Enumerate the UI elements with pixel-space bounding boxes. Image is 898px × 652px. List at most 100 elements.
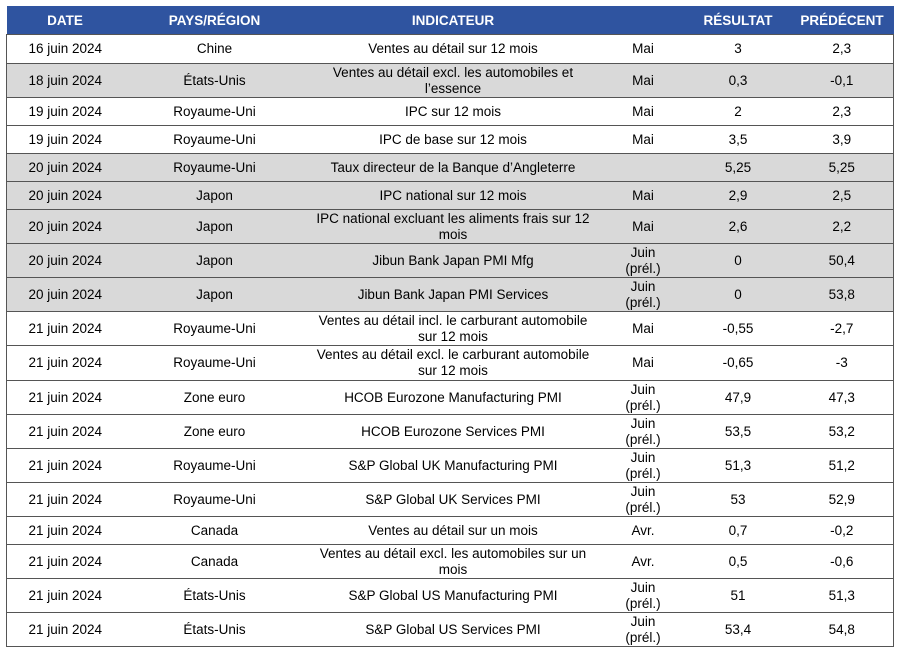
table-cell: 2	[685, 97, 791, 126]
table-cell: 21 juin 2024	[6, 482, 124, 517]
table-cell: Japon	[123, 277, 306, 312]
header-cell: RÉSULTAT	[685, 6, 791, 35]
table-cell: 18 juin 2024	[6, 63, 124, 98]
period-text: Mai	[632, 41, 654, 56]
table-cell: -2,7	[790, 311, 894, 346]
table-cell: 21 juin 2024	[6, 516, 124, 545]
period-text: Mai	[632, 218, 654, 234]
table-cell: Jibun Bank Japan PMI Mfg	[305, 243, 601, 278]
table-cell: 51	[685, 578, 791, 613]
table-row: 20 juin 2024 Japon IPC national sur 12 moi…	[6, 181, 894, 210]
table-cell: États-Unis	[123, 63, 306, 98]
table-cell: 21 juin 2024	[6, 448, 124, 483]
table-cell: IPC de base sur 12 mois	[305, 125, 601, 154]
data-table: DATE PAYS/RÉGION INDICATEUR RÉSULTAT PRÉDÉCE…	[6, 6, 894, 647]
table-cell: HCOB Eurozone Services PMI	[305, 414, 601, 449]
header-cell: PRÉDÉCENT	[790, 6, 894, 35]
table-cell: 51,3	[790, 578, 894, 613]
table-row: 21 juin 2024 États-Unis S&P Global US Serv…	[6, 612, 894, 647]
table-cell: États-Unis	[123, 612, 306, 647]
table-cell: Ventes au détail sur 12 mois	[305, 34, 601, 64]
table-row: 21 juin 2024 États-Unis S&P Global US Manu…	[6, 578, 894, 613]
table-cell: Juin (prél.)	[600, 448, 686, 483]
table-cell: Japon	[123, 209, 306, 244]
table-row: 21 juin 2024 Royaume-Uni S&P Global UK Man…	[6, 448, 894, 483]
table-cell: 3,9	[790, 125, 894, 154]
table-cell: 21 juin 2024	[6, 578, 124, 613]
table-cell: Mai	[600, 345, 686, 381]
period-text: Mai	[632, 131, 654, 147]
table-cell: Royaume-Uni	[123, 482, 306, 517]
period-text: Juin (prél.)	[625, 244, 661, 276]
period-text: Juin (prél.)	[625, 381, 661, 413]
table-cell: 50,4	[790, 243, 894, 278]
table-cell: IPC national excluant les aliments frais…	[305, 209, 601, 244]
table-cell: 21 juin 2024	[6, 612, 124, 647]
table-cell: 53,4	[685, 612, 791, 647]
table-cell: États-Unis	[123, 578, 306, 613]
table-cell: 21 juin 2024	[6, 380, 124, 415]
table-row: 21 juin 2024 Royaume-Uni Ventes au détail …	[6, 345, 894, 381]
header-cell: PAYS/RÉGION	[123, 6, 306, 35]
table-cell: Royaume-Uni	[123, 345, 306, 381]
period-text: Juin (prél.)	[625, 278, 661, 310]
table-cell: -3	[790, 345, 894, 381]
table-cell: 2,3	[790, 34, 894, 64]
period-text: Mai	[632, 103, 654, 119]
table-cell: Zone euro	[123, 380, 306, 415]
table-row: 21 juin 2024 Royaume-Uni S&P Global UK Ser…	[6, 482, 894, 517]
table-cell: 53	[685, 482, 791, 517]
table-cell: Zone euro	[123, 414, 306, 449]
table-cell: -0,1	[790, 63, 894, 98]
table-row: 18 juin 2024 États-Unis Ventes au détail e…	[6, 63, 894, 98]
table-cell: Ventes au détail excl. les automobiles s…	[305, 544, 601, 579]
table-cell: -0,6	[790, 544, 894, 579]
table-cell: Royaume-Uni	[123, 97, 306, 126]
table-cell	[600, 153, 686, 182]
table-row: 16 juin 2024 Chine Ventes au détail sur 12…	[6, 34, 894, 64]
table-cell: 20 juin 2024	[6, 243, 124, 278]
table-cell: S&P Global UK Services PMI	[305, 482, 601, 517]
table-cell: 19 juin 2024	[6, 125, 124, 154]
table-cell: 0	[685, 277, 791, 312]
table-cell: 53,5	[685, 414, 791, 449]
header-cell	[600, 6, 686, 35]
table-cell: Royaume-Uni	[123, 153, 306, 182]
table-cell: Juin (prél.)	[600, 612, 686, 647]
table-cell: 20 juin 2024	[6, 277, 124, 312]
table-cell: 2,9	[685, 181, 791, 210]
period-text: Juin (prél.)	[625, 415, 661, 447]
period-text: Mai	[632, 320, 654, 336]
table-cell: Royaume-Uni	[123, 125, 306, 154]
table-cell: IPC sur 12 mois	[305, 97, 601, 126]
table-cell: 3	[685, 34, 791, 64]
table-row: 20 juin 2024 Japon IPC national excluant l…	[6, 209, 894, 244]
table-cell: HCOB Eurozone Manufacturing PMI	[305, 380, 601, 415]
period-text: Juin (prél.)	[625, 449, 661, 481]
table-cell: Avr.	[600, 516, 686, 545]
table-row: 21 juin 2024 Canada Ventes au détail excl.…	[6, 544, 894, 579]
table-cell: -0,55	[685, 311, 791, 346]
table-cell: 0,7	[685, 516, 791, 545]
table-cell: 21 juin 2024	[6, 414, 124, 449]
table-cell: Mai	[600, 311, 686, 346]
table-cell: Japon	[123, 243, 306, 278]
table-cell: Ventes au détail excl. le carburant auto…	[305, 345, 601, 381]
period-text: Juin (prél.)	[625, 613, 661, 645]
table-row: 20 juin 2024 Japon Jibun Bank Japan PMI Mf…	[6, 243, 894, 278]
table-cell: S&P Global US Manufacturing PMI	[305, 578, 601, 613]
table-cell: 20 juin 2024	[6, 181, 124, 210]
table-cell: 47,3	[790, 380, 894, 415]
table-cell: 0	[685, 243, 791, 278]
table-cell: Royaume-Uni	[123, 311, 306, 346]
period-text: Avr.	[631, 522, 655, 538]
table-cell: -0,2	[790, 516, 894, 545]
table-cell: 0,5	[685, 544, 791, 579]
header-row: DATE PAYS/RÉGION INDICATEUR RÉSULTAT PRÉDÉCE…	[6, 6, 894, 35]
table-cell: Mai	[600, 209, 686, 244]
table-cell: Jibun Bank Japan PMI Services	[305, 277, 601, 312]
table-cell: Mai	[600, 97, 686, 126]
table-cell: Juin (prél.)	[600, 243, 686, 278]
table-cell: 47,9	[685, 380, 791, 415]
